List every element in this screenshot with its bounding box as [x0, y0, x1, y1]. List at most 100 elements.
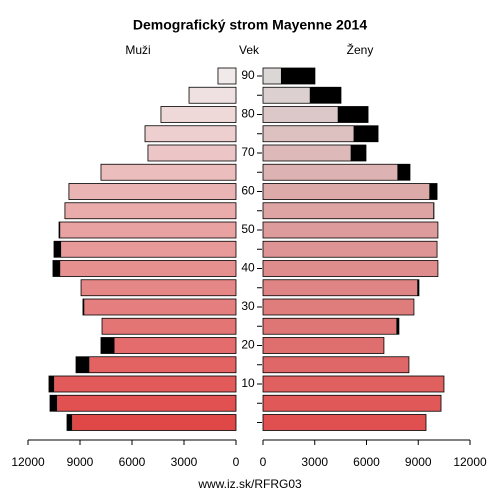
bar: [60, 260, 236, 277]
bar: [100, 164, 237, 181]
bar: [263, 414, 427, 431]
bar: [263, 318, 397, 335]
legend-label: Muži: [125, 43, 150, 57]
x-tick-label: 6000: [353, 455, 380, 469]
bar-excess: [396, 318, 399, 335]
chart-title: Demografický strom Mayenne 2014: [133, 17, 367, 33]
bar-excess: [353, 125, 379, 142]
y-tick-label: 70: [241, 145, 255, 159]
x-tick-label: 9000: [405, 455, 432, 469]
y-tick-label: 60: [241, 184, 255, 198]
bar-excess: [48, 376, 55, 392]
bar-excess: [280, 68, 315, 84]
bar: [147, 145, 236, 161]
bar-outline: [66, 414, 237, 431]
y-tick-label: 20: [241, 338, 255, 352]
bar-outline: [101, 317, 237, 335]
bar-excess: [337, 106, 369, 123]
x-tick-label: 0: [233, 455, 240, 469]
x-tick-label: 0: [260, 455, 267, 469]
bar-outline: [68, 183, 237, 200]
bar: [61, 241, 237, 258]
y-tick-label: 80: [241, 107, 255, 121]
x-tick-label: 12000: [11, 455, 45, 469]
bar: [263, 202, 434, 219]
bar-outline: [262, 106, 369, 123]
footer: www.iz.sk/RFRG03: [197, 477, 302, 491]
bar: [263, 376, 444, 392]
bar-outline: [100, 337, 237, 354]
bar-outline: [262, 317, 400, 335]
bar: [263, 299, 414, 315]
bar-outline: [262, 183, 438, 200]
bar-outline: [217, 67, 237, 85]
bar: [54, 376, 236, 392]
bar-outline: [49, 394, 237, 412]
bar: [263, 87, 310, 104]
x-tick-label: 3000: [171, 455, 198, 469]
bar-outline: [262, 394, 442, 412]
bar-outline: [82, 298, 237, 316]
bar-excess: [50, 395, 58, 412]
bar-outline: [262, 221, 439, 239]
bar: [263, 183, 430, 200]
bar: [263, 337, 384, 354]
bar-outline: [144, 125, 237, 143]
bar-outline: [262, 67, 316, 85]
bar-outline: [160, 106, 237, 123]
bar: [68, 183, 236, 200]
bar: [263, 395, 442, 412]
bar-excess: [59, 222, 61, 238]
bar: [263, 164, 398, 181]
bar-excess: [100, 337, 115, 354]
bar-outline: [80, 279, 237, 297]
bar: [60, 222, 236, 238]
bar-excess: [54, 241, 62, 258]
bar-excess: [397, 164, 410, 181]
bar-outline: [262, 298, 415, 316]
bar-outline: [262, 337, 385, 354]
bar-excess: [67, 414, 73, 431]
bar-outline: [53, 240, 237, 258]
x-tick-label: 12000: [453, 455, 487, 469]
bar-outline: [262, 86, 342, 104]
bar: [263, 125, 354, 142]
bar: [263, 279, 418, 296]
bar: [89, 356, 236, 373]
bar: [72, 414, 236, 431]
bar-outline: [262, 356, 410, 374]
bar-outline: [64, 202, 237, 220]
x-tick-label: 6000: [119, 455, 146, 469]
bar: [189, 87, 236, 104]
bar-outline: [48, 375, 237, 393]
bar: [263, 356, 409, 373]
x-tick-label: 3000: [301, 455, 328, 469]
bar: [114, 337, 236, 354]
bar-excess: [417, 279, 419, 296]
bar: [263, 68, 281, 84]
bar: [64, 202, 236, 219]
bar: [263, 241, 438, 258]
bar: [160, 106, 236, 123]
bar-outline: [262, 144, 367, 162]
bar-excess: [82, 299, 85, 315]
y-tick-label: 90: [241, 68, 255, 82]
y-axis-label: Vek: [239, 43, 260, 57]
bar-outline: [58, 221, 237, 239]
y-tick-label: 50: [241, 222, 255, 236]
y-tick-label: 10: [241, 376, 255, 390]
bar-outline: [262, 202, 435, 220]
bar-outline: [188, 86, 237, 104]
bar-outline: [262, 125, 379, 143]
bar: [263, 222, 438, 238]
bar-outline: [262, 240, 438, 258]
bar: [84, 299, 236, 315]
bar: [57, 395, 237, 412]
bar: [263, 106, 338, 123]
bar-outline: [262, 279, 420, 297]
bar-excess: [429, 183, 438, 200]
bar: [81, 279, 236, 296]
bar-excess: [52, 260, 61, 277]
bar: [263, 260, 438, 277]
